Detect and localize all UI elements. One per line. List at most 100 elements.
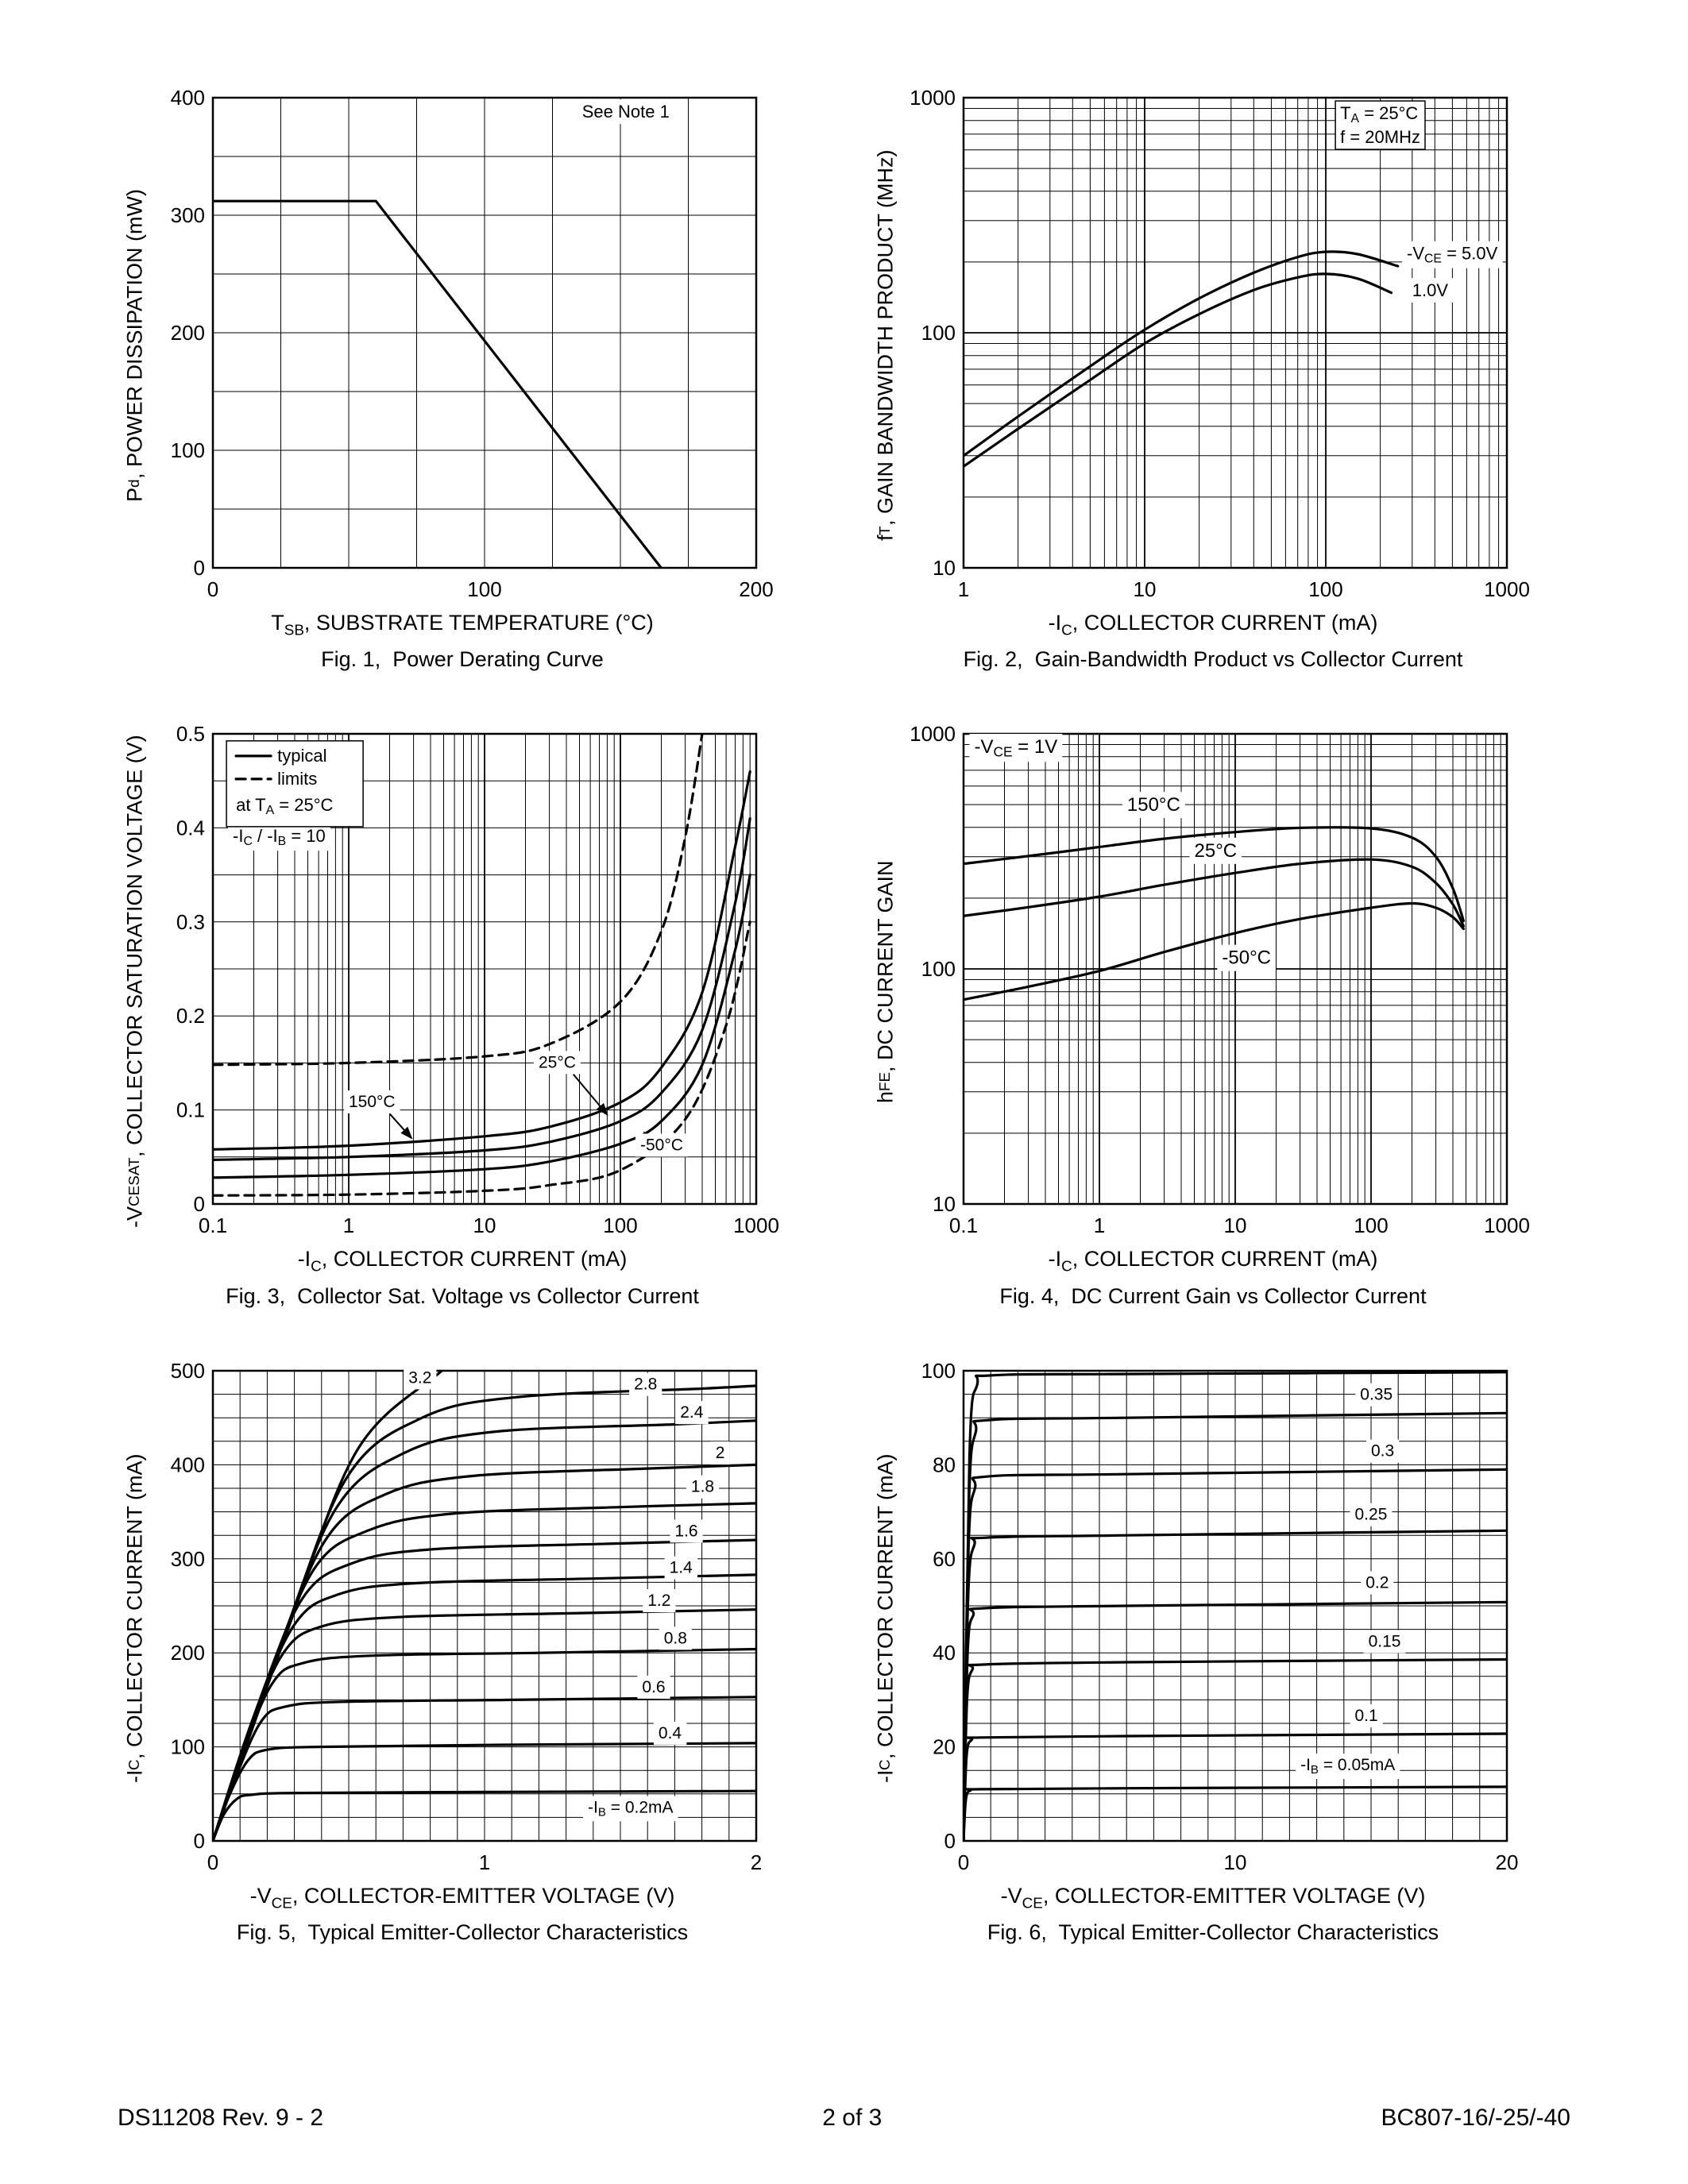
curve-power-derating — [213, 199, 662, 568]
annotation-label: -IC / -IB = 10 — [233, 827, 326, 849]
annotation-label: f = 20MHz — [1340, 127, 1420, 147]
x-tick-label: 0.1 — [949, 1214, 978, 1237]
figure-2-x-axis-title: -IC, COLLECTOR CURRENT (mA) — [1048, 611, 1378, 639]
curve-vce-1.0v — [964, 272, 1393, 468]
annotation-bg — [1217, 945, 1276, 972]
curve-limit-upper-at-25c — [213, 734, 704, 1067]
annotation-label: 1.2 — [647, 1592, 670, 1610]
plot-frame — [211, 733, 758, 1206]
x-tick-label: 100 — [467, 577, 501, 601]
annotation-label: -50°C — [640, 1136, 683, 1155]
annotation-bg — [344, 1090, 400, 1114]
annotation-label: -IB = 0.2mA — [588, 1798, 674, 1819]
annotation-label: 0.4 — [659, 1724, 682, 1742]
y-tick-label: 100 — [171, 438, 205, 462]
doc-revision: DS11208 Rev. 9 - 2 — [118, 2105, 324, 2131]
annotation-label: -IB = 0.05mA — [1300, 1756, 1395, 1777]
annotation-bg — [1122, 792, 1185, 819]
curve-150c — [964, 826, 1466, 923]
annotation-bg — [1363, 1630, 1406, 1653]
legend: typical limits at TA = 25°C — [226, 740, 364, 828]
figure-3-x-axis-title: -IC, COLLECTOR CURRENT (mA) — [297, 1247, 628, 1275]
x-tick-label: 10 — [1224, 1850, 1247, 1874]
x-tick-label: 0 — [207, 1850, 218, 1874]
annotation-bg — [670, 1519, 703, 1543]
y-tick-label: 0.1 — [176, 1098, 205, 1122]
annotation-bg — [629, 1372, 662, 1396]
curve-limit-lower-at-25c — [213, 920, 751, 1198]
annotation-bg — [534, 1051, 581, 1075]
y-tick-label: 100 — [921, 321, 956, 345]
annotation-bg — [1350, 1503, 1393, 1526]
page-footer: DS11208 Rev. 9 - 2 2 of 3 BC807-16/-25/-… — [118, 2105, 1570, 2132]
x-tick-label: 1000 — [1484, 577, 1530, 601]
page-number: 2 of 3 — [822, 2105, 883, 2131]
x-tick-label: 10 — [1224, 1214, 1247, 1237]
figure-6-caption: Fig. 6, Typical Emitter-Collector Charac… — [987, 1920, 1439, 1945]
annotation-label: TA = 25°C — [1340, 103, 1418, 125]
legend-label: limits — [277, 769, 317, 789]
annotation-bg — [1361, 1571, 1394, 1595]
figure-5: -I C, COLLECTOR CURRENT (mA) 0 1 2 0 100 200 30… — [118, 1356, 821, 1945]
y-tick-label: 100 — [921, 1359, 956, 1383]
annotation-label: 150°C — [349, 1093, 396, 1111]
x-tick-label: 0 — [958, 1850, 969, 1874]
figure-3-y-axis-title: -V CESAT, COLLECTOR SATURATION VOLTAGE (V… — [122, 735, 147, 1229]
x-tick-label: 0.1 — [199, 1214, 227, 1237]
y-tick-label: 20 — [933, 1734, 956, 1758]
annotation-bg — [664, 1556, 698, 1580]
annotation-bg — [1366, 1439, 1400, 1463]
x-tick-label: 2 — [751, 1850, 762, 1874]
x-tick-label: 1 — [958, 577, 969, 601]
annotation-bg — [1355, 1383, 1398, 1406]
figure-5-y-axis-title: -I C, COLLECTOR CURRENT (mA) — [122, 1453, 147, 1784]
curve-ib-0.2-ma — [213, 1789, 756, 1841]
figure-6-plot: 0 10 20 0 20 40 60 80 100 0.35 0.3 0.25 0.2 0.15 0.1 -I… — [921, 1359, 1519, 1874]
figure-4-caption: Fig. 4, DC Current Gain vs Collector Cur… — [999, 1283, 1427, 1308]
figure-1-plot: 0 100 200 0 100 200 300 400 See Note 1 — [171, 86, 774, 601]
curve-typical-50c — [213, 874, 751, 1179]
curve-typical-150c — [213, 770, 751, 1152]
x-tick-label: 1000 — [733, 1214, 779, 1237]
figure-3-plot-row: -V CESAT, COLLECTOR SATURATION VOLTAGE (V… — [118, 720, 779, 1244]
x-tick-label: 1 — [343, 1214, 354, 1237]
annotation-label: 0.3 — [1371, 1441, 1394, 1460]
y-tick-label: 400 — [171, 86, 205, 110]
annotation-label: 0.15 — [1369, 1632, 1401, 1650]
y-tick-label: 0 — [194, 556, 205, 580]
y-tick-label: 0 — [194, 1829, 205, 1853]
annotation-bg — [686, 1475, 720, 1499]
curve-ib-3.2-ma — [213, 1370, 444, 1841]
y-tick-label: 100 — [171, 1734, 205, 1758]
annotation-bg — [1350, 1704, 1383, 1727]
annotation-bg — [675, 1400, 709, 1424]
part-number: BC807-16/-25/-40 — [1381, 2105, 1570, 2131]
annotation-bg — [643, 1588, 676, 1612]
annotation-bg — [1296, 1753, 1400, 1779]
y-tick-label: 80 — [933, 1453, 956, 1476]
annotation-label: 2.4 — [680, 1403, 704, 1422]
plot-frame — [962, 1369, 1508, 1843]
y-tick-label: 0.2 — [176, 1005, 205, 1028]
x-tick-label: 20 — [1496, 1850, 1519, 1874]
curve-typical-25c — [213, 817, 751, 1162]
annotation-bg — [1407, 278, 1454, 303]
annotation-label: 0.8 — [664, 1629, 687, 1647]
annotation-label: 0.6 — [642, 1678, 665, 1696]
figure-5-plot-row: -I C, COLLECTOR CURRENT (mA) 0 1 2 0 100 200 30… — [118, 1356, 772, 1881]
y-tick-label: 500 — [171, 1359, 205, 1383]
plot-frame — [962, 733, 1508, 1206]
figure-3: -V CESAT, COLLECTOR SATURATION VOLTAGE (V… — [118, 720, 821, 1308]
annotation-bg — [710, 1441, 730, 1464]
y-tick-label: 10 — [933, 556, 956, 580]
y-tick-label: 40 — [933, 1641, 956, 1665]
y-tick-label: 200 — [171, 1641, 205, 1665]
figure-1-x-axis-title: TSB, SUBSTRATE TEMPERATURE (°C) — [271, 611, 654, 639]
